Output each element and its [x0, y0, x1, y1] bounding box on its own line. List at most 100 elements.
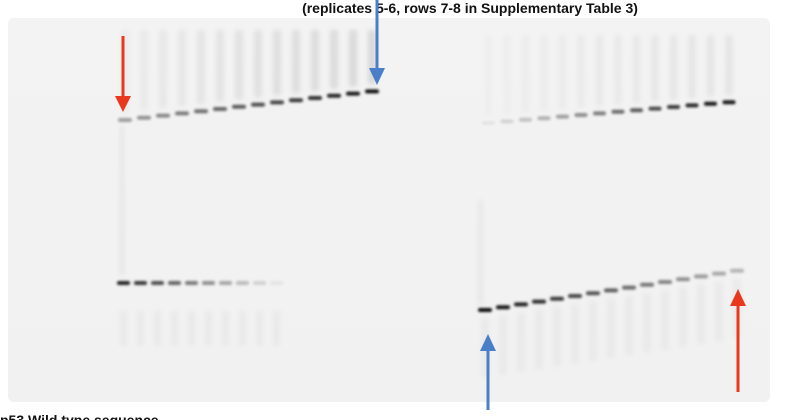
smear: [697, 284, 705, 344]
band: [500, 119, 514, 124]
band: [194, 109, 208, 114]
band: [586, 291, 600, 296]
band: [694, 274, 708, 279]
smear: [578, 35, 585, 108]
smear: [651, 35, 659, 102]
arrow-head: [115, 96, 131, 112]
band: [346, 91, 360, 96]
smear: [625, 296, 633, 356]
smear: [273, 30, 281, 96]
smear: [679, 287, 687, 347]
band: [289, 98, 303, 103]
band: [232, 104, 246, 109]
band: [156, 113, 170, 118]
smear: [499, 315, 507, 375]
band: [308, 96, 322, 100]
arrows: [115, 0, 746, 410]
smear: [614, 35, 622, 105]
smear: [517, 312, 525, 372]
caption-bottom: p53 Wild type sequence: [0, 412, 159, 420]
smear: [715, 282, 723, 342]
smear: [256, 311, 263, 346]
band: [270, 281, 283, 285]
band: [519, 117, 532, 122]
band: [270, 100, 284, 105]
smear: [541, 35, 548, 111]
smear: [273, 311, 280, 346]
smear: [725, 35, 733, 96]
smear: [188, 311, 195, 346]
smear: [216, 30, 224, 102]
band: [611, 109, 625, 114]
smear: [235, 30, 243, 100]
smear: [159, 30, 167, 109]
band: [532, 299, 546, 304]
smear: [661, 290, 669, 350]
smear: [140, 30, 148, 111]
smear: [643, 293, 651, 353]
smear: [311, 30, 319, 91]
band: [550, 296, 564, 301]
band: [137, 115, 151, 120]
band: [556, 114, 569, 119]
smear: [553, 307, 561, 367]
arrow-head: [480, 334, 496, 351]
band: [574, 113, 588, 117]
smear: [670, 35, 677, 100]
band: [118, 118, 132, 122]
smear: [222, 311, 229, 346]
smear: [504, 35, 511, 114]
band: [478, 308, 492, 312]
band: [622, 285, 636, 290]
smear: [254, 30, 262, 98]
smear: [485, 35, 492, 116]
smear: [292, 30, 300, 94]
band: [722, 100, 736, 105]
smear: [688, 35, 696, 99]
band: [676, 277, 690, 282]
band: [712, 271, 726, 276]
band: [236, 281, 249, 285]
gel-bands: [117, 89, 744, 312]
band: [365, 89, 379, 94]
band: [568, 294, 582, 298]
smear: [154, 311, 161, 346]
caption-top: (replicates 5-6, rows 7-8 in Supplementa…: [302, 0, 638, 16]
smear: [571, 304, 579, 364]
band: [202, 281, 215, 285]
smear: [535, 310, 543, 370]
band: [151, 281, 164, 285]
smear: [137, 311, 144, 346]
band: [704, 101, 717, 106]
band: [648, 106, 662, 111]
smear: [239, 311, 246, 346]
band: [168, 281, 181, 285]
band: [685, 103, 699, 108]
band: [117, 281, 130, 285]
smear: [559, 35, 566, 110]
band: [593, 111, 606, 116]
smear: [205, 311, 212, 346]
band: [134, 281, 147, 285]
band: [658, 280, 672, 284]
gel-smears: [120, 30, 733, 375]
band: [175, 111, 189, 116]
band: [667, 105, 680, 109]
band: [482, 121, 495, 125]
band: [730, 268, 744, 273]
smear: [589, 301, 597, 361]
band: [496, 305, 510, 310]
smear: [707, 35, 714, 97]
arrow-head: [369, 68, 385, 85]
band: [327, 93, 341, 98]
smear: [349, 30, 357, 87]
smear: [596, 35, 603, 106]
band: [514, 302, 528, 307]
band: [185, 281, 198, 285]
smear: [120, 125, 124, 275]
smear: [607, 298, 615, 358]
smear: [478, 200, 483, 305]
band: [253, 281, 266, 285]
